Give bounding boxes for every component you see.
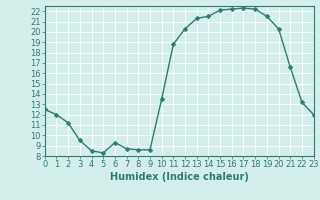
X-axis label: Humidex (Indice chaleur): Humidex (Indice chaleur) bbox=[110, 172, 249, 182]
